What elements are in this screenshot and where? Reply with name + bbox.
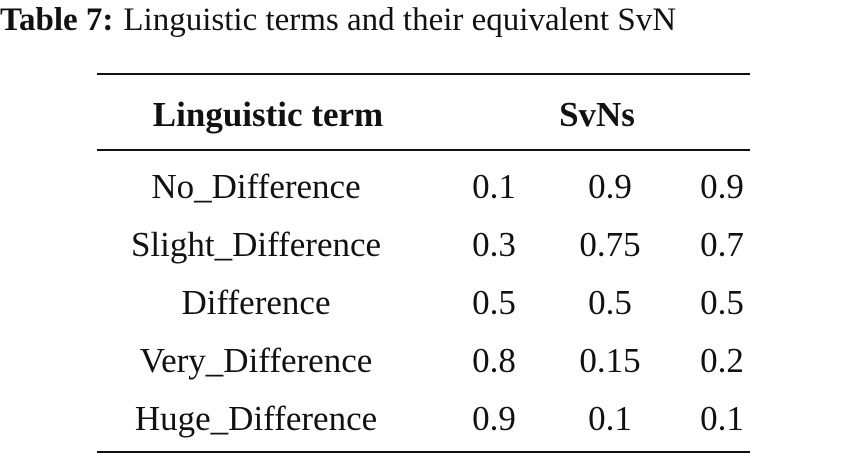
- value-cell: 0.9: [588, 167, 632, 206]
- header-rule: [97, 149, 750, 151]
- value-cell: 0.5: [588, 283, 632, 322]
- value-cell: 0.1: [588, 399, 632, 438]
- header-cell: Linguistic term: [152, 95, 384, 134]
- value-cell: 0.7: [700, 225, 744, 264]
- caption-label: Table 7:: [0, 2, 114, 38]
- term-cell: Slight_Difference: [130, 225, 382, 264]
- term-cell: Very_Difference: [139, 341, 373, 380]
- term-cell: Difference: [181, 283, 331, 322]
- value-cell: 0.5: [700, 283, 744, 322]
- bottom-rule: [97, 451, 750, 453]
- caption-text: Linguistic terms and their equivalent Sv…: [123, 2, 677, 38]
- value-cell: 0.9: [700, 167, 744, 206]
- header-cell: SvNs: [559, 95, 635, 134]
- value-cell: 0.15: [579, 341, 641, 380]
- value-cell: 0.5: [472, 283, 516, 322]
- value-cell: 0.2: [700, 341, 744, 380]
- value-cell: 0.75: [579, 225, 641, 264]
- term-cell: Huge_Difference: [134, 399, 378, 438]
- value-cell: 0.1: [700, 399, 744, 438]
- value-cell: 0.9: [472, 399, 516, 438]
- term-cell: No_Difference: [151, 167, 361, 206]
- value-cell: 0.1: [472, 167, 516, 206]
- top-rule: [97, 73, 750, 75]
- value-cell: 0.3: [472, 225, 516, 264]
- caption: Table 7: Linguistic terms and their equiv…: [0, 2, 676, 39]
- value-cell: 0.8: [472, 341, 516, 380]
